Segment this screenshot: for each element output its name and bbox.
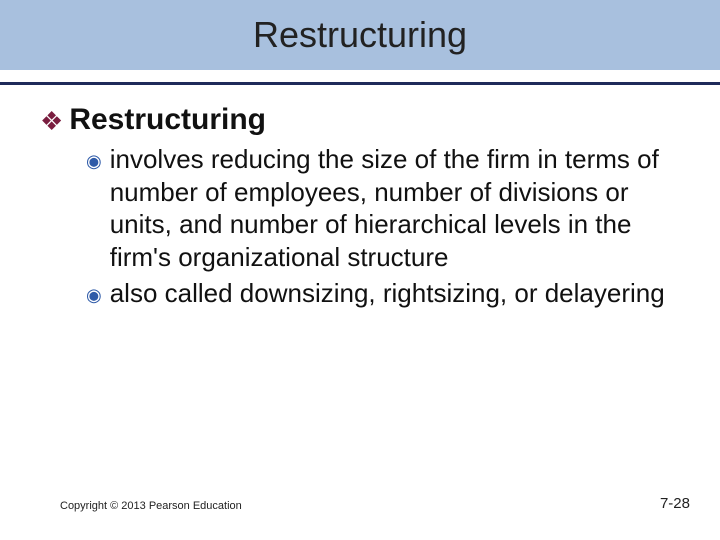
title-bar: Restructuring [0,0,720,70]
slide-content: ❖ Restructuring ◉ involves reducing the … [0,85,720,310]
slide-footer: Copyright © 2013 Pearson Education 7-28 [60,495,690,512]
circle-bullet-icon: ◉ [86,283,102,307]
list-item: ◉ also called downsizing, rightsizing, o… [86,277,680,310]
circle-bullet-icon: ◉ [86,149,102,173]
list-item: ◉ involves reducing the size of the firm… [86,143,680,273]
diamond-bullet-icon: ❖ [40,108,63,134]
heading-text: Restructuring [69,103,266,137]
bullet-text: involves reducing the size of the firm i… [110,143,680,273]
bullet-text: also called downsizing, rightsizing, or … [110,277,665,310]
bullet-list: ◉ involves reducing the size of the firm… [86,143,680,310]
copyright-text: Copyright © 2013 Pearson Education [60,500,242,512]
slide-title: Restructuring [253,14,467,56]
heading-row: ❖ Restructuring [40,103,680,137]
page-number: 7-28 [660,495,690,512]
